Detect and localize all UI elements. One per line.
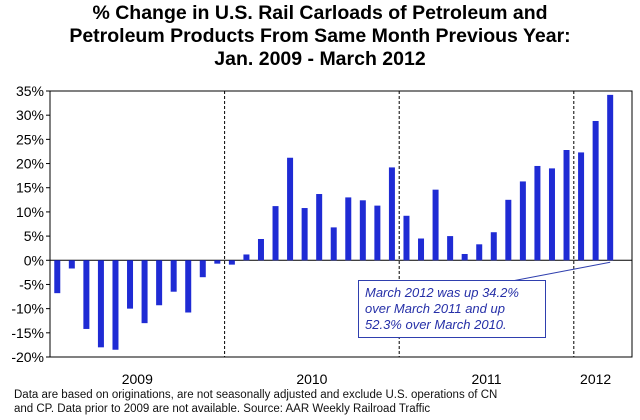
bar xyxy=(228,260,235,265)
y-tick-label: 15% xyxy=(16,180,44,196)
bar xyxy=(185,260,192,313)
bar xyxy=(345,197,352,261)
bar xyxy=(447,236,454,261)
year-label: 2011 xyxy=(471,371,501,387)
chart-title: % Change in U.S. Rail Carloads of Petrol… xyxy=(0,2,640,71)
bar xyxy=(359,200,366,261)
chart-title-line-1: % Change in U.S. Rail Carloads of Petrol… xyxy=(92,2,548,24)
bar xyxy=(287,157,294,261)
bar xyxy=(330,227,337,261)
bar xyxy=(316,194,323,261)
annotation-callout: March 2012 was up 34.2% over March 2011 … xyxy=(358,280,546,338)
y-tick-label: -10% xyxy=(11,301,44,317)
bar xyxy=(257,238,264,261)
bar xyxy=(214,260,221,264)
chart-title-line-2: Petroleum Products From Same Month Previ… xyxy=(69,25,571,47)
y-tick-label: 5% xyxy=(24,228,44,244)
bar xyxy=(374,205,381,261)
bar xyxy=(68,260,75,269)
bar xyxy=(301,208,308,261)
bar xyxy=(548,168,555,261)
y-tick-label: -5% xyxy=(19,276,44,292)
bar xyxy=(563,150,570,261)
bar xyxy=(272,206,279,261)
y-tick-label: -20% xyxy=(11,349,44,365)
bar xyxy=(490,232,497,261)
bar xyxy=(170,260,177,292)
bar xyxy=(578,152,585,261)
year-label: 2012 xyxy=(580,371,611,387)
bar xyxy=(534,165,541,261)
y-tick-label: 30% xyxy=(16,107,44,123)
plot-border xyxy=(49,90,633,358)
y-tick-label: -15% xyxy=(11,325,44,341)
bar xyxy=(432,189,439,261)
bar xyxy=(592,120,599,261)
bar xyxy=(243,254,250,261)
y-tick-label: 0% xyxy=(24,252,44,268)
y-tick-label: 25% xyxy=(16,131,44,147)
bar xyxy=(199,260,206,278)
bar xyxy=(388,167,395,261)
bar xyxy=(54,260,61,294)
bar xyxy=(97,260,104,348)
bar xyxy=(461,253,468,261)
year-label: 2010 xyxy=(296,371,327,387)
bar xyxy=(476,244,483,261)
chart-title-line-3: Jan. 2009 - March 2012 xyxy=(214,48,426,70)
footnote-line-1: Data are based on originations, are not … xyxy=(14,389,498,401)
bar xyxy=(519,181,526,261)
y-tick-label: 35% xyxy=(16,83,44,99)
bar xyxy=(127,260,134,309)
bar xyxy=(141,260,148,324)
bar xyxy=(418,238,425,261)
y-tick-label: 10% xyxy=(16,204,44,220)
bar xyxy=(112,260,119,350)
footnote: Data are based on originations, are not … xyxy=(14,388,634,416)
bar xyxy=(403,215,410,261)
bar xyxy=(607,94,614,261)
annotation-pointer xyxy=(511,261,611,282)
year-label: 2009 xyxy=(122,371,153,387)
bar-chart: 35% 30% 25% 20% 15% 10% 5% 0% -5% -10% -15% -20% 200… xyxy=(11,83,633,387)
y-tick-label: 20% xyxy=(16,156,44,172)
bar xyxy=(83,260,90,329)
footnote-line-2: and CP. Data prior to 2009 are not avail… xyxy=(14,403,431,415)
bar xyxy=(156,260,163,306)
bar xyxy=(505,199,512,261)
